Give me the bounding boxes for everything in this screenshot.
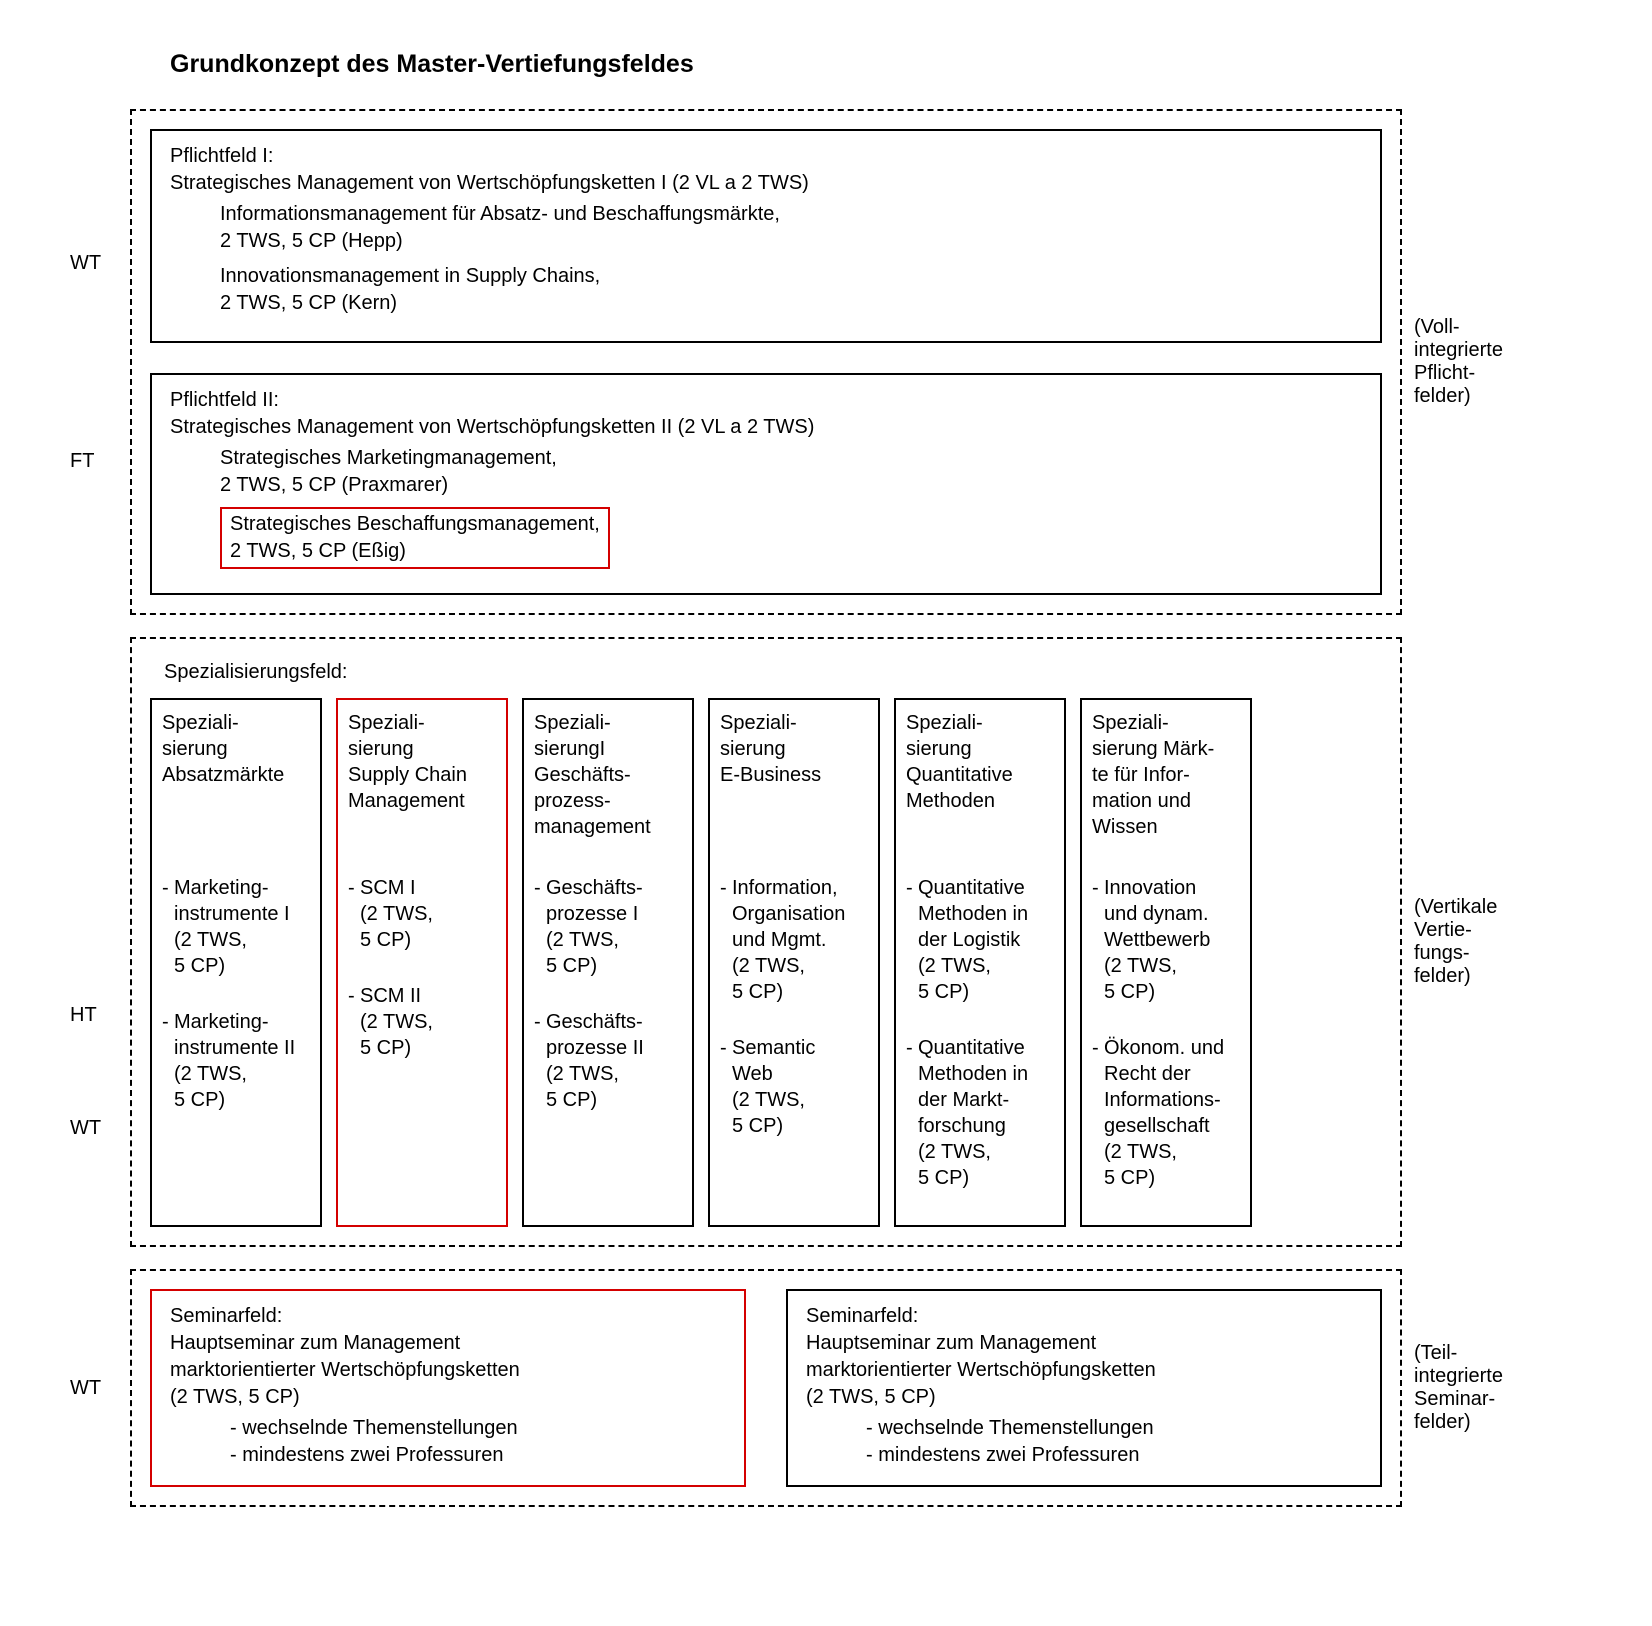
- seminarfeld-box: Seminarfeld:Hauptseminar zum Management …: [150, 1289, 746, 1487]
- seminar-container: Seminarfeld:Hauptseminar zum Management …: [130, 1269, 1402, 1507]
- spezialisierung-column: Speziali- sierung Quantitative Methoden-…: [894, 698, 1066, 1227]
- pflichtfeld2-subtitle: Strategisches Management von Wertschöpfu…: [170, 414, 1362, 441]
- seminarfeld-title: Seminarfeld:: [806, 1303, 1362, 1330]
- seminarfeld-title: Seminarfeld:: [170, 1303, 726, 1330]
- spezialisierung-column: Speziali- sierung Supply Chain Managemen…: [336, 698, 508, 1227]
- seminarfeld-box: Seminarfeld:Hauptseminar zum Management …: [786, 1289, 1382, 1487]
- spezialisierung-item: -Quantitative Methoden in der Logistik (…: [906, 875, 1054, 1005]
- page-root: Grundkonzept des Master-Vertiefungsfelde…: [0, 0, 1652, 1599]
- seminarfeld-bullets: - wechselnde Themenstellungen- mindesten…: [866, 1415, 1362, 1469]
- term-wt-3: WT: [70, 1377, 101, 1400]
- spezialisierung-row: HT WT Spezialisierungsfeld: Speziali- si…: [70, 637, 1582, 1247]
- pflichtfelder-row: WT FT Pflichtfeld I: Strategisches Manag…: [70, 109, 1582, 615]
- spezialisierung-column: Speziali- sierung Märk- te für Infor- ma…: [1080, 698, 1252, 1227]
- spezialisierung-grid: Speziali- sierung Absatzmärkte-Marketing…: [150, 698, 1382, 1227]
- spezialisierung-title: Speziali- sierungI Geschäfts- prozess- m…: [534, 710, 682, 875]
- right-label-2: (Vertikale Vertie- fungs- felder): [1402, 637, 1582, 1247]
- pflichtfeld-1: Pflichtfeld I: Strategisches Management …: [150, 129, 1382, 343]
- spezialisierung-title: Speziali- sierung E-Business: [720, 710, 868, 875]
- seminarfeld-body: Hauptseminar zum Management marktorienti…: [806, 1330, 1362, 1411]
- term-ft: FT: [70, 450, 101, 473]
- term-labels-2: HT WT: [70, 637, 130, 1247]
- spezialisierung-item: -Semantic Web (2 TWS, 5 CP): [720, 1035, 868, 1139]
- seminar-row: WT Seminarfeld:Hauptseminar zum Manageme…: [70, 1269, 1582, 1507]
- spezialisierung-item: -SCM I (2 TWS, 5 CP): [348, 875, 496, 953]
- spezialisierung-container: Spezialisierungsfeld: Speziali- sierung …: [130, 637, 1402, 1247]
- spezialisierung-item: -Geschäfts- prozesse I (2 TWS, 5 CP): [534, 875, 682, 979]
- spezialisierung-title: Speziali- sierung Quantitative Methoden: [906, 710, 1054, 875]
- spezialisierung-item: -Geschäfts- prozesse II (2 TWS, 5 CP): [534, 1009, 682, 1113]
- term-labels-1: WT FT: [70, 109, 130, 615]
- module: Informationsmanagement für Absatz- und B…: [220, 201, 1362, 255]
- spezialisierung-item: -Quantitative Methoden in der Markt- for…: [906, 1035, 1054, 1191]
- right-label-3: (Teil- integrierte Seminar- felder): [1402, 1269, 1582, 1507]
- spezialisierung-column: Speziali- sierung Absatzmärkte-Marketing…: [150, 698, 322, 1227]
- spezialisierung-column: Speziali- sierung E-Business-Information…: [708, 698, 880, 1227]
- seminarfeld-body: Hauptseminar zum Management marktorienti…: [170, 1330, 726, 1411]
- module: Innovationsmanagement in Supply Chains,2…: [220, 263, 1362, 317]
- spezialisierung-item: -Information, Organisation und Mgmt. (2 …: [720, 875, 868, 1005]
- term-wt-2: WT: [70, 1117, 101, 1140]
- module: Strategisches Marketingmanagement,2 TWS,…: [220, 445, 1362, 499]
- seminarfeld-bullets: - wechselnde Themenstellungen- mindesten…: [230, 1415, 726, 1469]
- term-wt-1: WT: [70, 252, 101, 275]
- spezialisierung-item: -Marketing- instrumente I (2 TWS, 5 CP): [162, 875, 310, 979]
- pflichtfeld-2: Pflichtfeld II: Strategisches Management…: [150, 373, 1382, 595]
- pflichtfeld2-title: Pflichtfeld II:: [170, 387, 1362, 414]
- term-labels-3: WT: [70, 1269, 130, 1507]
- module: Strategisches Beschaffungsmanagement,2 T…: [220, 507, 1362, 569]
- pflichtfelder-container: Pflichtfeld I: Strategisches Management …: [130, 109, 1402, 615]
- spezialisierung-title: Speziali- sierung Supply Chain Managemen…: [348, 710, 496, 875]
- highlighted-module: Strategisches Beschaffungsmanagement,2 T…: [220, 507, 610, 569]
- spezialisierung-item: -Innovation und dynam. Wettbewerb (2 TWS…: [1092, 875, 1240, 1005]
- right-label-1: (Voll- integrierte Pflicht- felder): [1402, 109, 1582, 615]
- term-ht: HT: [70, 1004, 101, 1027]
- spezialisierung-title: Speziali- sierung Absatzmärkte: [162, 710, 310, 875]
- spezialisierungsfeld-label: Spezialisierungsfeld:: [164, 661, 1382, 684]
- page-title: Grundkonzept des Master-Vertiefungsfelde…: [170, 50, 1582, 79]
- pflichtfeld1-title: Pflichtfeld I:: [170, 143, 1362, 170]
- spezialisierung-item: -Ökonom. und Recht der Informations- ges…: [1092, 1035, 1240, 1191]
- pflichtfeld1-subtitle: Strategisches Management von Wertschöpfu…: [170, 170, 1362, 197]
- spezialisierung-title: Speziali- sierung Märk- te für Infor- ma…: [1092, 710, 1240, 875]
- spezialisierung-item: -SCM II (2 TWS, 5 CP): [348, 983, 496, 1061]
- spezialisierung-column: Speziali- sierungI Geschäfts- prozess- m…: [522, 698, 694, 1227]
- spezialisierung-item: -Marketing- instrumente II (2 TWS, 5 CP): [162, 1009, 310, 1113]
